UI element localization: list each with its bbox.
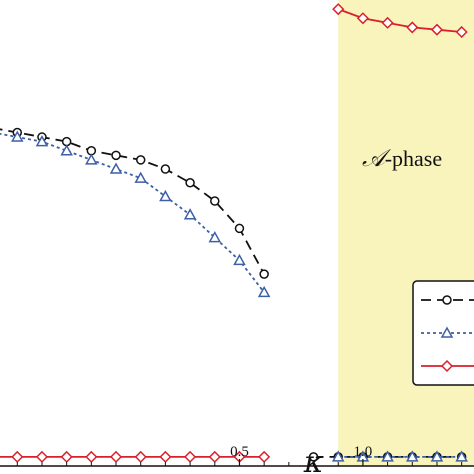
- data-point: [442, 295, 452, 305]
- data-point: [332, 3, 345, 16]
- data-point: [159, 189, 172, 202]
- legend: [412, 280, 474, 386]
- data-point: [11, 450, 24, 463]
- data-point: [185, 177, 195, 188]
- series-layer: [0, 3, 468, 463]
- data-point: [257, 285, 271, 298]
- data-point: [233, 253, 246, 266]
- data-point: [208, 450, 221, 463]
- data-point: [60, 450, 73, 463]
- data-point: [455, 25, 468, 39]
- data-point: [455, 450, 468, 462]
- data-point: [381, 450, 394, 462]
- series-4: [0, 450, 271, 463]
- data-point: [308, 452, 319, 462]
- x-axis-label: κ: [303, 445, 324, 474]
- data-point: [234, 223, 245, 234]
- data-point: [35, 450, 49, 463]
- data-point: [381, 16, 394, 29]
- data-point: [159, 450, 172, 463]
- x-tick-label: 1.0: [354, 444, 373, 460]
- data-point: [208, 231, 222, 243]
- data-point: [184, 450, 197, 463]
- a-phase-text: -phase: [385, 146, 442, 171]
- data-point: [210, 196, 220, 206]
- data-point: [11, 130, 24, 142]
- data-point: [60, 144, 73, 156]
- data-point: [440, 359, 454, 373]
- data-point: [109, 450, 123, 463]
- a-phase-annotation: 𝒜-phase: [362, 144, 442, 172]
- data-point: [134, 171, 147, 183]
- series-3: [331, 450, 468, 462]
- data-point: [331, 450, 345, 462]
- data-point: [111, 150, 121, 161]
- data-point: [259, 269, 269, 279]
- data-point: [183, 208, 197, 220]
- x-tick-label: 0.5: [230, 444, 249, 460]
- x-ticks: 0.5 1.0: [16, 444, 463, 466]
- data-point: [134, 450, 147, 463]
- data-point: [160, 164, 171, 174]
- data-point: [356, 12, 369, 25]
- series-line: [0, 132, 265, 293]
- data-point: [406, 21, 419, 34]
- series-line: [0, 128, 265, 275]
- series-0: [0, 127, 269, 279]
- series-2: [0, 130, 271, 298]
- data-point: [85, 153, 98, 165]
- data-point: [440, 326, 454, 338]
- data-point: [135, 155, 146, 165]
- data-point: [430, 450, 444, 462]
- data-point: [35, 135, 49, 147]
- data-point: [85, 450, 98, 463]
- data-point: [406, 450, 419, 462]
- data-point: [430, 23, 444, 36]
- data-point: [109, 162, 123, 174]
- series-5: [332, 3, 468, 39]
- a-phase-shaded-region: [338, 0, 474, 466]
- data-point: [258, 450, 271, 463]
